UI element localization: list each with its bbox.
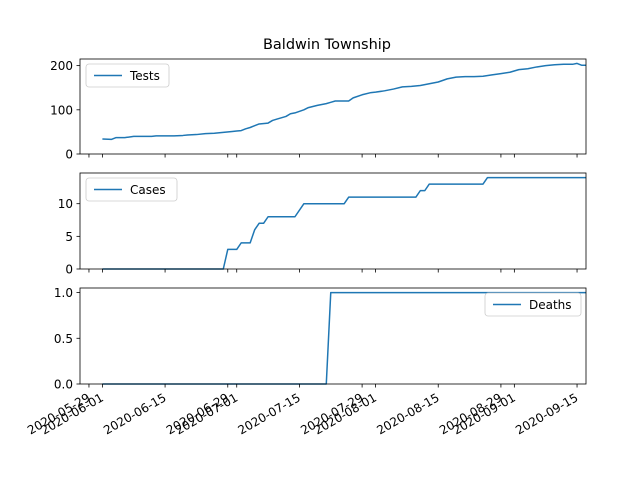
chart-title: Baldwin Township (263, 37, 391, 53)
y-tick-label: 10 (58, 197, 73, 211)
legend-cases: Cases (85, 177, 178, 202)
subplot-cases: 0 5 10 Cases (58, 172, 587, 277)
y-tick-label: 0 (65, 263, 73, 277)
legend-label: Tests (129, 69, 160, 83)
x-tick-label: 2020-08-15 (374, 390, 441, 437)
axes-frame (79, 172, 587, 270)
y-tick-label: 200 (50, 59, 73, 73)
legend-deaths: Deaths (484, 292, 582, 317)
legend-frame (85, 63, 170, 88)
y-tick-label: 0.0 (54, 378, 73, 392)
legend-frame (484, 292, 582, 317)
y-tick-label: 0.5 (54, 332, 73, 346)
series-line-cases (102, 176, 586, 270)
y-tick-label: 100 (50, 103, 73, 117)
y-tick-label: 1.0 (54, 286, 73, 300)
x-tick-label: 2020-09-15 (513, 390, 580, 437)
x-tick-label: 2020-06-15 (101, 390, 168, 437)
y-tick-label: 5 (65, 230, 73, 244)
legend-tests: Tests (85, 63, 170, 88)
y-tick-label: 0 (65, 148, 73, 162)
series-line-tests (102, 62, 586, 141)
x-tick-labels: 2020-05-292020-06-012020-06-152020-06-29… (25, 390, 580, 437)
subplot-tests: 0 100 200 Tests (50, 58, 587, 162)
legend-label: Cases (130, 183, 166, 197)
subplot-deaths: 0.0 0.5 1.0 Deaths (54, 286, 587, 392)
legend-frame (85, 177, 178, 202)
x-tick-label: 2020-07-15 (236, 390, 303, 437)
subplots: 0 100 200 Tests 0 5 10 Cases 0.0 0.5 1.0 Deaths (50, 58, 587, 392)
axes-frame (79, 58, 587, 155)
legend-label: Deaths (529, 298, 572, 312)
axes-frame (79, 287, 587, 385)
